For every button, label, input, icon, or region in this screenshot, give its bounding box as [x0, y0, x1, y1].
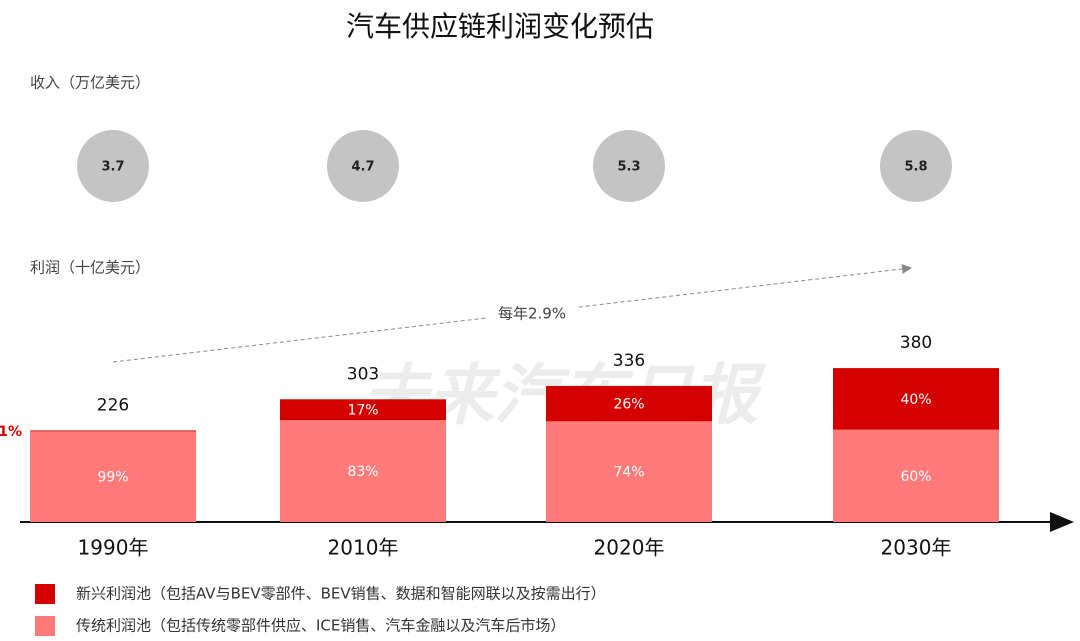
value-label: 17% — [347, 403, 378, 419]
revenue-circle — [327, 130, 399, 202]
bar-segment — [280, 420, 446, 522]
revenue-circle — [77, 130, 149, 202]
revenue-label: 5.8 — [904, 160, 927, 175]
bar-segment — [546, 421, 712, 522]
bar-segment — [546, 385, 712, 422]
total-label: 303 — [347, 364, 379, 384]
total-label: 336 — [613, 351, 645, 371]
x-tick-label: 1990年 — [78, 536, 149, 560]
legend-label: 新兴利润池（包括AV与BEV零部件、BEV销售、数据和智能网联以及按需出行） — [76, 585, 606, 603]
annotation-bg — [488, 302, 576, 326]
revenue-label: 收入（万亿美元） — [30, 74, 150, 92]
bar-segment — [833, 368, 999, 430]
annotation: 每年2.9% — [498, 305, 566, 323]
total-label: 380 — [900, 333, 932, 353]
bar-segment — [833, 429, 999, 522]
value-label: 74% — [613, 465, 644, 481]
total-label: 226 — [97, 395, 129, 415]
chart-title: 汽车供应链利润变化预估 — [346, 10, 654, 43]
legend-swatch — [35, 616, 55, 636]
bar-segment — [30, 431, 196, 522]
value-label: 1% — [0, 424, 22, 440]
bar-segment — [30, 430, 196, 432]
revenue-circle — [593, 130, 665, 202]
revenue-label: 4.7 — [351, 160, 374, 175]
revenue-circle — [880, 130, 952, 202]
value-label: 99% — [97, 470, 128, 486]
legend-swatch — [35, 584, 55, 604]
value-label: 26% — [613, 397, 644, 413]
profit-label: 利润（十亿美元） — [30, 259, 150, 277]
value-label: 60% — [900, 469, 931, 485]
x-tick-label: 2010年 — [328, 536, 399, 560]
revenue-label: 5.3 — [617, 160, 640, 175]
bar-segment — [280, 399, 446, 421]
legend-label: 传统利润池（包括传统零部件供应、ICE销售、汽车金融以及汽车后市场） — [76, 617, 565, 635]
revenue-label: 3.7 — [101, 160, 124, 175]
value-label: 83% — [347, 464, 378, 480]
x-tick-label: 2030年 — [881, 536, 952, 560]
x-tick-label: 2020年 — [594, 536, 665, 560]
value-label: 40% — [900, 392, 931, 408]
